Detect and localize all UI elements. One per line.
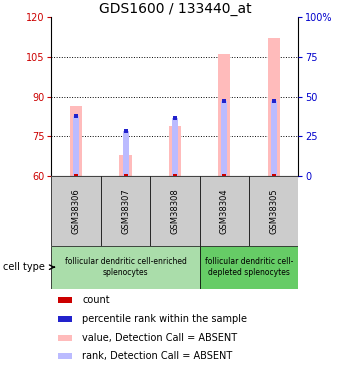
Bar (101, 176, 150, 246)
Bar (73, 117, 79, 176)
Text: cell type: cell type (3, 262, 45, 272)
Text: GSM38304: GSM38304 (220, 188, 229, 234)
Text: rank, Detection Call = ABSENT: rank, Detection Call = ABSENT (82, 351, 233, 361)
Bar (122, 131, 129, 176)
Text: GSM38307: GSM38307 (121, 188, 130, 234)
Bar (268, 38, 280, 176)
Text: count: count (82, 295, 110, 305)
Bar (271, 100, 277, 176)
Bar (70, 106, 82, 176)
Text: GSM38306: GSM38306 (72, 188, 81, 234)
Bar (172, 118, 178, 176)
Bar (169, 126, 181, 176)
Text: GSM38308: GSM38308 (170, 188, 179, 234)
Bar (51, 246, 200, 289)
Bar (218, 54, 230, 176)
Bar (150, 176, 200, 246)
Bar (221, 100, 227, 176)
Text: percentile rank within the sample: percentile rank within the sample (82, 314, 247, 324)
Bar (249, 176, 298, 246)
Text: follicular dendritic cell-
depleted splenocytes: follicular dendritic cell- depleted sple… (205, 258, 293, 277)
Bar (51, 176, 101, 246)
Title: GDS1600 / 133440_at: GDS1600 / 133440_at (99, 2, 251, 16)
Bar (119, 155, 132, 176)
Text: GSM38305: GSM38305 (269, 188, 278, 234)
Bar (200, 176, 249, 246)
Bar (200, 246, 298, 289)
Text: follicular dendritic cell-enriched
splenocytes: follicular dendritic cell-enriched splen… (64, 258, 187, 277)
Text: value, Detection Call = ABSENT: value, Detection Call = ABSENT (82, 333, 237, 342)
